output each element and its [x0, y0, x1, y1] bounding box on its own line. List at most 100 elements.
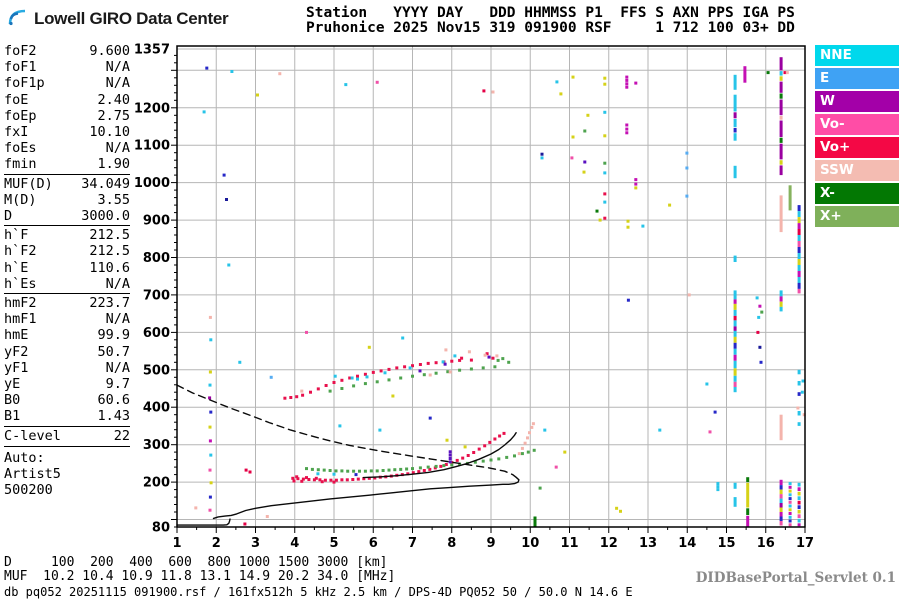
y-axis-label: 600	[143, 326, 170, 341]
interference-segment	[779, 71, 783, 76]
echo-dot	[625, 82, 629, 86]
parameter-value: N/A	[105, 359, 130, 376]
parameter-row: foF2 9.600	[4, 43, 130, 59]
echo-dot	[265, 515, 269, 518]
echo-dot	[391, 394, 395, 398]
second-hop-o-dot	[411, 364, 414, 368]
parameter-label: foE	[4, 91, 29, 108]
second-hop-offvertical-dot	[383, 371, 387, 375]
x-axis-label: 12	[600, 536, 618, 551]
parameter-label: foF2	[4, 43, 37, 59]
interference-segment	[733, 326, 737, 331]
second-hop-x-dot	[411, 374, 414, 378]
plot-border	[176, 45, 806, 528]
f-trace-o-mode-dot	[378, 475, 382, 479]
parameter-row: yE 9.7	[4, 376, 130, 392]
f-trace-x-mode-dot	[526, 450, 530, 454]
second-hop-violet-dot	[448, 453, 452, 457]
x-axis-label: 13	[639, 536, 657, 551]
parameter-label: M(D)	[4, 191, 37, 208]
x-axis-label: 11	[560, 536, 578, 551]
interference-segment	[733, 360, 737, 369]
f-trace-o-mode-dot	[318, 478, 322, 482]
interference-segment	[797, 282, 801, 289]
interference-segment	[788, 489, 792, 493]
f-trace-o-mode-dot	[406, 472, 410, 476]
parameter-value: 2.75	[97, 107, 130, 124]
parameter-value: 10.10	[89, 124, 130, 141]
parameter-row: h`F2 212.5	[4, 243, 130, 259]
interference-segment	[733, 330, 737, 337]
second-hop-ssw-dot	[300, 389, 304, 393]
model-trace-lower	[212, 476, 520, 520]
second-hop-x-dot	[352, 384, 356, 388]
parameter-row: hmF2 223.7	[4, 295, 130, 311]
x-axis-label: 14	[678, 536, 696, 551]
interference-segment	[779, 306, 783, 312]
echo-dot	[603, 171, 607, 175]
echo-dot	[316, 472, 320, 476]
echo-dot	[208, 468, 212, 472]
parameter-row: fmin 1.90	[4, 156, 130, 172]
interference-segment	[733, 381, 737, 387]
parameter-row: M(D) 3.55	[4, 192, 130, 208]
echo-dot	[756, 330, 760, 334]
echo-dot	[625, 123, 629, 127]
echo-dot	[625, 78, 629, 82]
echo-dot	[755, 296, 759, 300]
parameter-group: h`F 212.5 h`F2 212.5 h`E 110.6 h`Es N/A	[4, 225, 130, 293]
interference-segment	[797, 411, 801, 416]
second-hop-x-dot	[387, 378, 391, 382]
parameter-label: yF2	[4, 343, 29, 360]
y-axis-label: 1000	[134, 176, 170, 191]
second-hop-o-dot	[458, 358, 462, 362]
legend-item-vo: Vo+	[815, 137, 899, 158]
parameter-label: B1	[4, 408, 21, 425]
parameter-panel: foF2 9.600 foF1 N/A foF1p N/A foE 2.40 foEp 2.75 f…	[4, 42, 130, 498]
y-axis-label: 700	[143, 288, 170, 303]
interference-segment	[733, 336, 737, 343]
parameter-row: foEp 2.75	[4, 108, 130, 124]
echo-dot	[222, 173, 226, 177]
interference-segment	[779, 195, 783, 233]
second-hop-offvertical-dot	[441, 360, 445, 364]
parameter-row: B0 60.6	[4, 392, 130, 408]
parameter-value: 1.43	[97, 408, 130, 425]
f-trace-x-mode-dot	[381, 469, 385, 472]
second-hop-ssw-dot	[495, 354, 499, 358]
f-trace-o-mode-dot	[450, 461, 454, 465]
cusp-oblique-dot	[526, 436, 529, 440]
f-trace-o-mode-dot	[466, 454, 470, 457]
interference-segment	[788, 519, 792, 523]
f-trace-o-mode-dot	[367, 476, 371, 480]
interference-segment	[733, 290, 737, 300]
interference-segment	[733, 94, 737, 112]
second-hop-o-dot	[491, 356, 495, 360]
parameter-value: 110.6	[89, 259, 130, 276]
f-trace-o-mode-dot	[439, 464, 443, 468]
second-hop-o-dot	[426, 361, 430, 365]
f-trace-x-mode-dot	[458, 462, 462, 466]
cusp-oblique-dot	[523, 441, 527, 445]
interference-segment	[779, 160, 783, 165]
f-trace-x-mode-dot	[387, 468, 391, 472]
interference-segment	[779, 516, 783, 521]
f-trace-x-mode-dot	[473, 460, 477, 464]
f-trace-x-mode-dot	[340, 469, 344, 473]
interference-segment	[797, 491, 801, 496]
echo-dot	[760, 310, 764, 314]
echo-dot	[209, 338, 213, 342]
echo-dot	[586, 113, 590, 117]
interference-segment	[797, 496, 801, 500]
interference-segment	[733, 133, 737, 141]
f-trace-o-mode-dot	[433, 466, 437, 470]
interference-segment	[779, 165, 783, 176]
f-trace-o-mode-dot	[323, 478, 327, 482]
parameter-value: N/A	[105, 59, 130, 76]
f-trace-o-mode-dot	[292, 479, 296, 483]
echo-dot	[634, 81, 638, 85]
echo-dot	[583, 160, 587, 164]
echo-dot	[555, 80, 559, 84]
f-trace-x-mode-dot	[369, 469, 373, 473]
f-trace-x-mode-dot	[358, 469, 361, 473]
